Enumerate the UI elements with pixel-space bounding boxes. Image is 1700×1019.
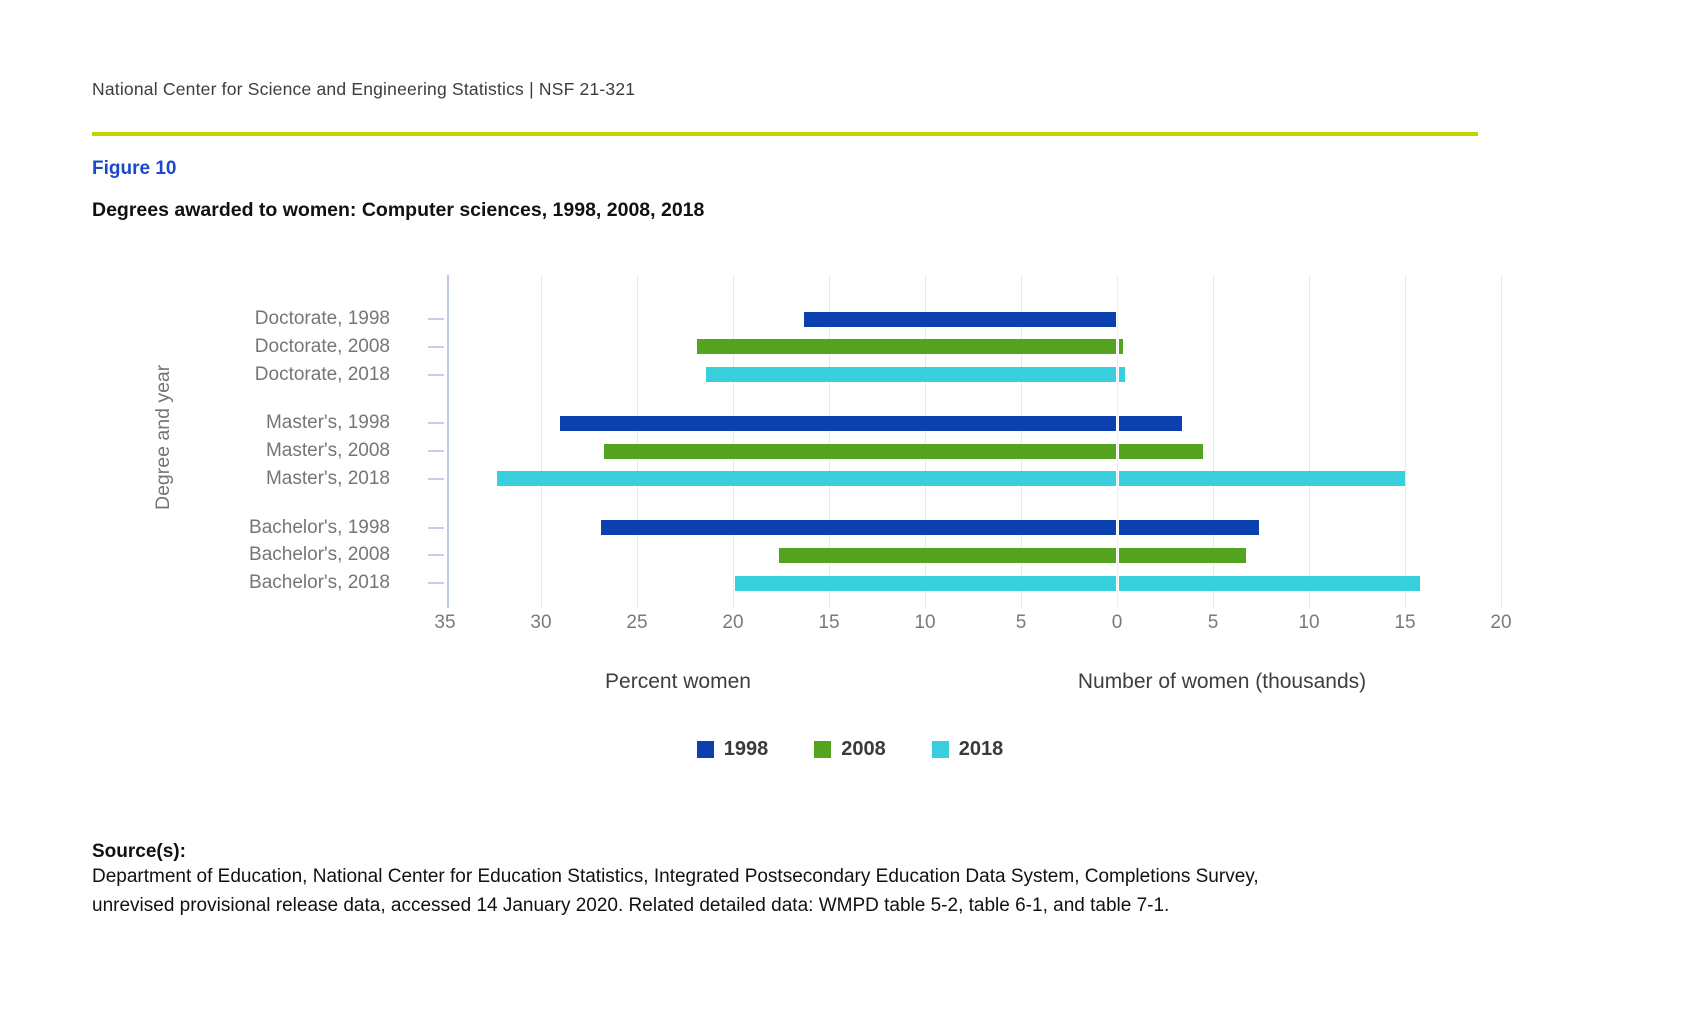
gridline-right-5 — [1213, 275, 1214, 608]
left-axis-title: Percent women — [605, 670, 751, 693]
tick-label-left-15: 15 — [818, 612, 840, 633]
gridline-left-20 — [733, 275, 734, 608]
figure-title: Degrees awarded to women: Computer scien… — [92, 199, 705, 221]
category-label-bachelor-s-1998: Bachelor's, 1998 — [249, 516, 390, 538]
gridline-right-15 — [1405, 275, 1406, 608]
gridline-left-0 — [1117, 275, 1118, 608]
legend-label-1998: 1998 — [723, 738, 769, 760]
category-tick-master-s-1998 — [428, 422, 444, 425]
gridline-right-10 — [1309, 275, 1310, 608]
chart: Degree and year Percent women Number of … — [0, 260, 1700, 790]
bar-count-master-s-2018 — [1119, 471, 1405, 487]
bar-count-master-s-2008 — [1119, 443, 1204, 459]
tick-label-left-35: 35 — [434, 612, 456, 633]
gridline-left-15 — [829, 275, 830, 608]
gridline-left-25 — [637, 275, 638, 608]
bar-count-master-s-1998 — [1119, 415, 1183, 431]
gridline-left-10 — [925, 275, 926, 608]
bar-percent-doctorate-1998 — [804, 311, 1116, 327]
right-axis-title: Number of women (thousands) — [1077, 670, 1367, 693]
bar-percent-bachelor-s-2008 — [779, 547, 1116, 563]
legend-swatch-2008-icon — [814, 741, 832, 758]
category-tick-bachelor-s-1998 — [428, 526, 444, 529]
category-tick-doctorate-2008 — [428, 345, 444, 348]
category-label-bachelor-s-2018: Bachelor's, 2018 — [249, 572, 390, 594]
category-tick-doctorate-2018 — [428, 373, 444, 376]
tick-label-left-5: 5 — [1015, 612, 1027, 633]
legend-label-2008: 2008 — [841, 738, 886, 760]
legend-item-1998: 1998 — [696, 738, 769, 761]
legend-swatch-1998-icon — [696, 741, 714, 758]
category-label-master-s-1998: Master's, 1998 — [265, 412, 390, 434]
category-label-doctorate-1998: Doctorate, 1998 — [254, 308, 390, 329]
category-label-master-s-2008: Master's, 2008 — [265, 440, 390, 462]
source-heading: Source(s): — [92, 841, 186, 862]
bar-count-bachelor-s-1998 — [1119, 520, 1260, 536]
bar-count-bachelor-s-2018 — [1119, 575, 1421, 591]
category-tick-bachelor-s-2008 — [428, 554, 444, 557]
gridline-left-5 — [1021, 275, 1022, 608]
category-label-bachelor-s-2008: Bachelor's, 2008 — [249, 544, 390, 566]
category-tick-bachelor-s-2018 — [428, 582, 444, 585]
bar-percent-doctorate-2008 — [696, 339, 1116, 355]
bar-count-doctorate-2018 — [1119, 367, 1125, 383]
legend-item-2008: 2008 — [814, 738, 886, 761]
legend: 1998 2008 2018 — [0, 738, 1700, 761]
category-label-doctorate-2018: Doctorate, 2018 — [254, 363, 390, 385]
plot-area — [447, 275, 1511, 608]
gridline-right-20 — [1501, 275, 1502, 608]
bar-percent-bachelor-s-1998 — [600, 520, 1116, 536]
bar-percent-master-s-2018 — [496, 471, 1116, 487]
tick-label-left-30: 30 — [530, 612, 552, 633]
legend-item-2018: 2018 — [931, 738, 1004, 761]
category-tick-doctorate-1998 — [428, 318, 444, 320]
report-header: National Center for Science and Engineer… — [92, 79, 636, 99]
category-tick-master-s-2008 — [428, 450, 444, 453]
tick-label-left-10: 10 — [914, 612, 936, 633]
category-label-doctorate-2008: Doctorate, 2008 — [254, 335, 390, 357]
bar-percent-master-s-1998 — [560, 415, 1116, 431]
bar-percent-doctorate-2018 — [706, 367, 1116, 383]
tick-label-right-20: 20 — [1490, 612, 1512, 633]
source-text-line-1: Department of Education, National Center… — [92, 866, 1259, 887]
category-label-master-s-2018: Master's, 2018 — [265, 467, 390, 489]
bar-count-bachelor-s-2008 — [1119, 547, 1246, 563]
legend-label-2018: 2018 — [958, 738, 1004, 760]
bar-percent-bachelor-s-2018 — [734, 575, 1116, 591]
tick-label-right-15: 15 — [1394, 612, 1416, 633]
tick-label-left-0: 0 — [1111, 612, 1123, 633]
tick-label-right-5: 5 — [1207, 612, 1219, 633]
figure-label: Figure 10 — [92, 158, 177, 179]
source-text-line-2: unrevised provisional release data, acce… — [92, 895, 1170, 916]
bar-percent-master-s-2008 — [604, 443, 1116, 459]
y-axis-line — [447, 275, 449, 608]
tick-label-left-20: 20 — [722, 612, 744, 633]
category-tick-master-s-2018 — [428, 477, 444, 480]
legend-swatch-2018-icon — [931, 741, 949, 758]
divider — [92, 132, 1478, 136]
bar-count-doctorate-2008 — [1119, 339, 1123, 355]
tick-label-left-25: 25 — [626, 612, 648, 633]
gridline-left-30 — [541, 275, 542, 608]
tick-label-right-10: 10 — [1298, 612, 1320, 633]
